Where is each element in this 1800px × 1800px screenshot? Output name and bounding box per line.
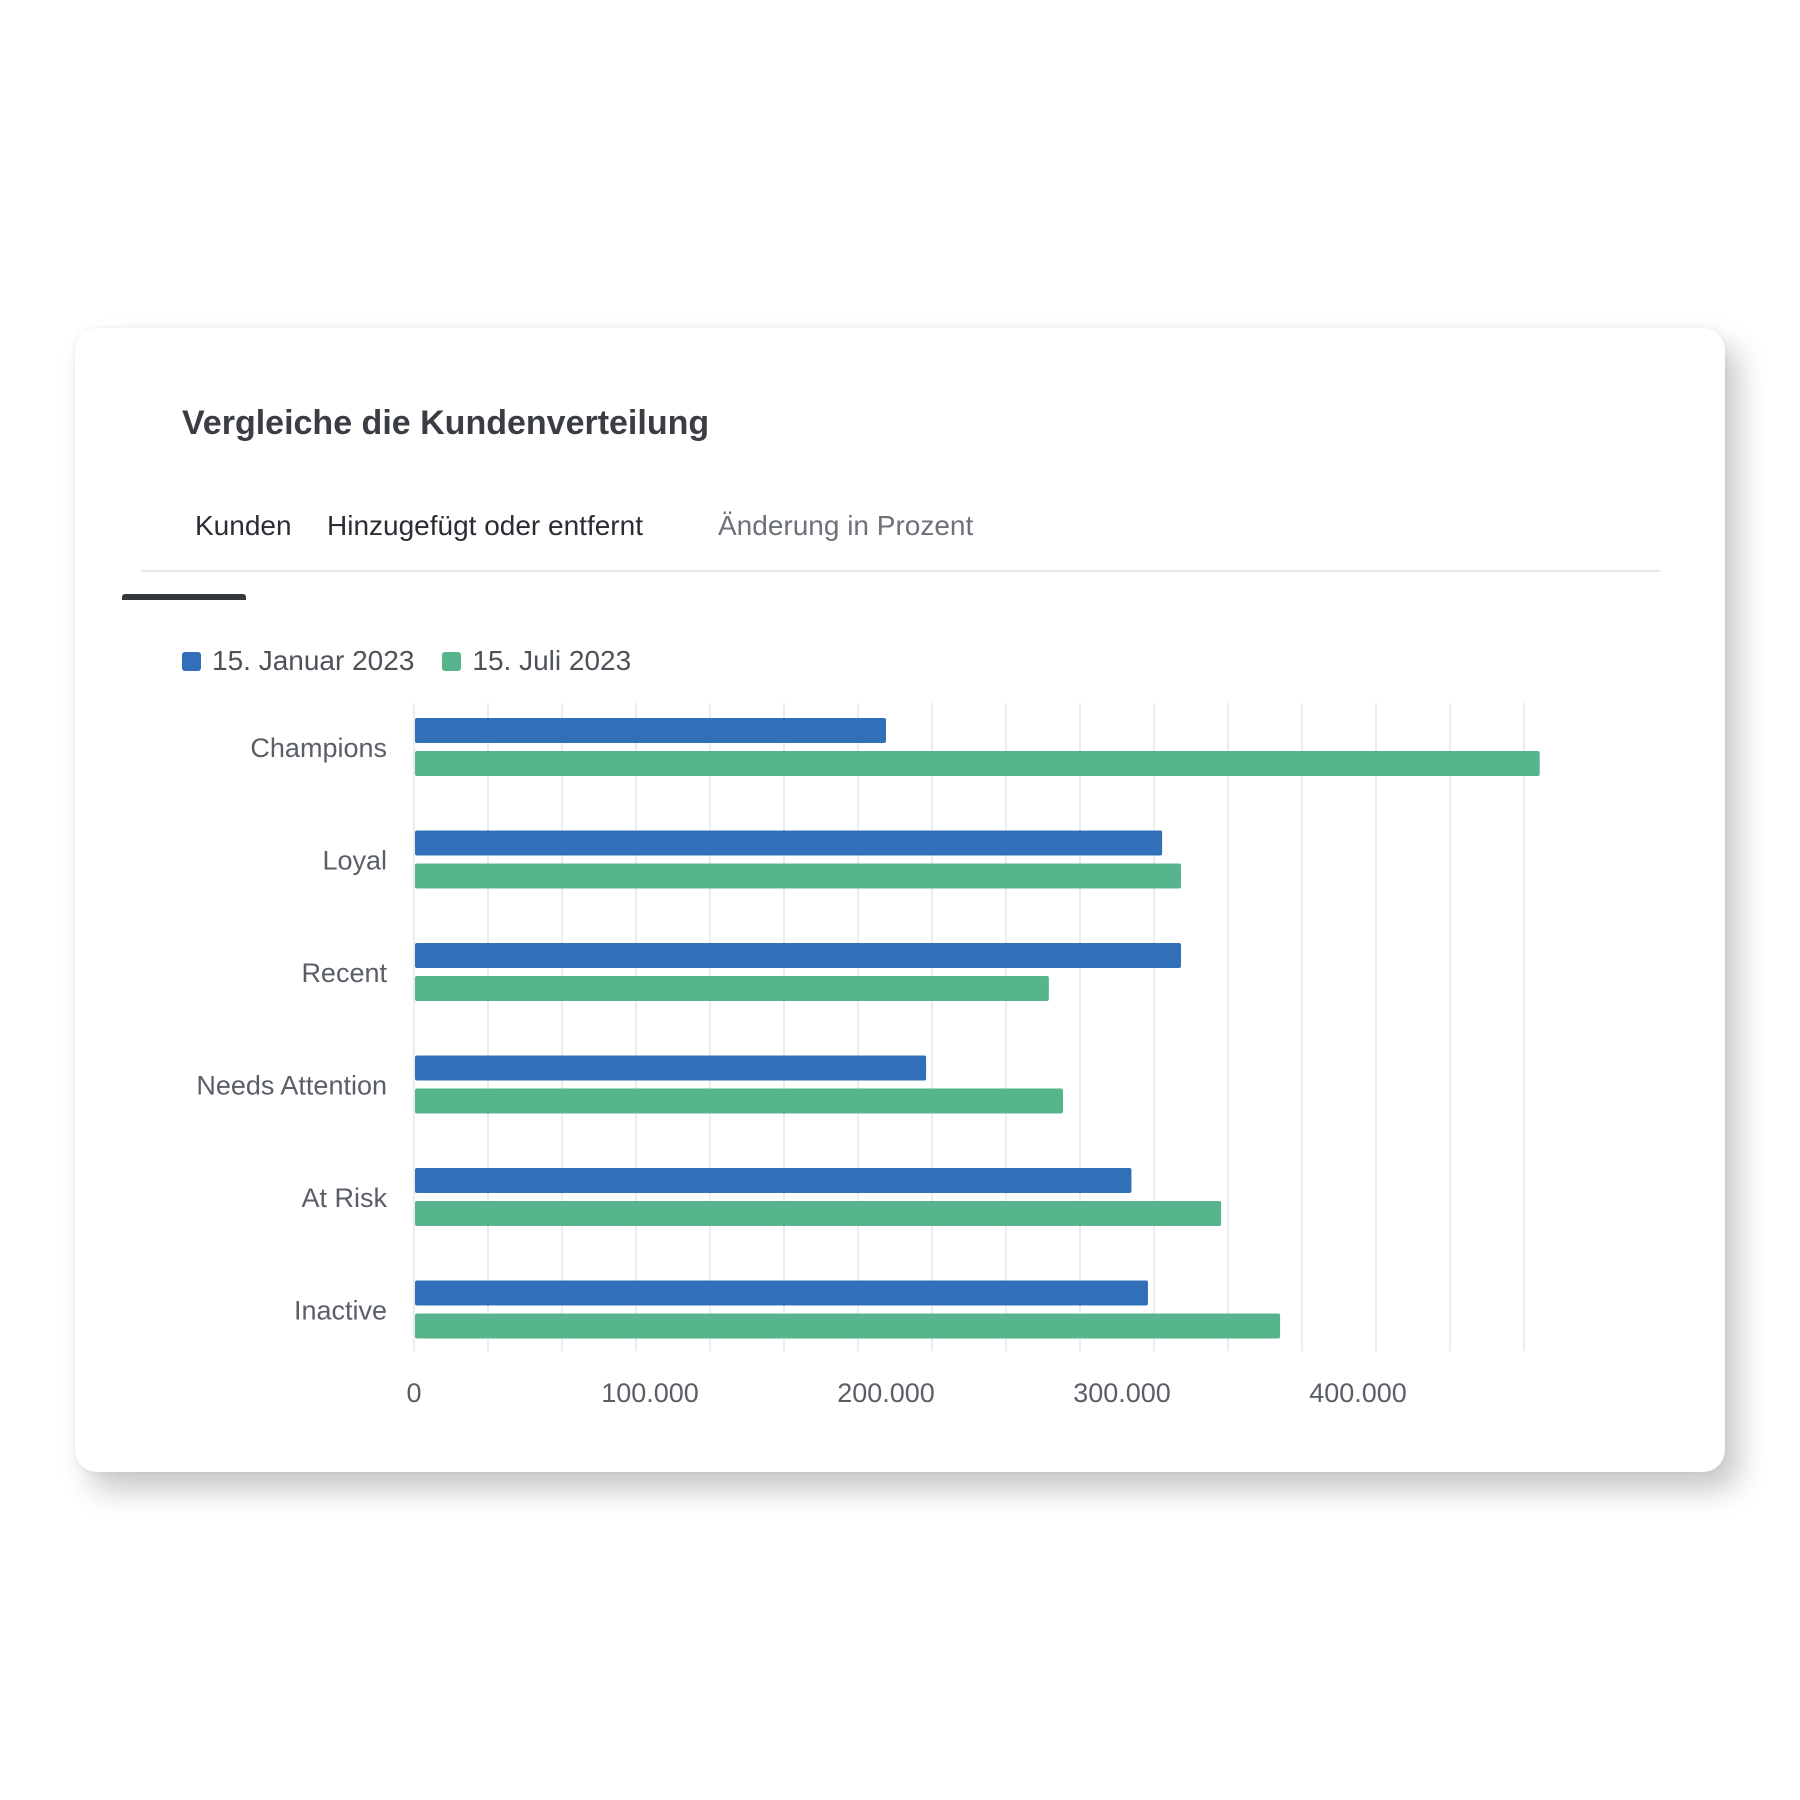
category-label: At Risk [301,1183,387,1213]
bar-series-2 [415,976,1049,1001]
card-title: Vergleiche die Kundenverteilung [182,404,710,442]
bar-series-1 [415,1055,927,1081]
bar-series-1 [415,943,1181,968]
bar-series-2 [415,1088,1063,1114]
x-tick-label: 0 [406,1378,421,1408]
category-label: Champions [250,733,387,763]
bar-series-2 [415,863,1181,889]
bar-series-1 [415,830,1163,856]
category-label: Loyal [322,846,387,876]
tab-kunden[interactable]: Kunden [195,510,292,541]
bar-series-2 [415,1201,1222,1226]
bar-series-1 [415,1280,1148,1306]
bar-series-2 [415,751,1540,776]
tab-hinzugefuegt-oder-entfernt[interactable]: Hinzugefügt oder entfernt [327,510,643,541]
legend-swatch-series-1 [182,651,201,671]
chart-legend: 15. Januar 2023 15. Juli 2023 [182,644,659,678]
legend-item-series-2: 15. Juli 2023 [442,645,631,677]
legend-item-series-1: 15. Januar 2023 [182,645,414,677]
bar-series-1 [415,1168,1132,1193]
bar-series-1 [415,718,886,743]
bar-chart: Champions Loyal Recent Needs Attention At Ri… [196,703,1540,1408]
tab-bar: Kunden Hinzugefügt oder entfernt Änderun… [141,500,1660,572]
tab-aenderung-in-prozent[interactable]: Änderung in Prozent [718,510,974,541]
chart-card: Vergleiche die Kundenverteilung Kunden H… [75,328,1725,1472]
active-tab-indicator [122,594,246,600]
legend-swatch-series-2 [442,651,462,671]
category-label: Recent [301,958,387,988]
category-label: Needs Attention [196,1071,387,1101]
x-tick-label: 400.000 [1309,1378,1407,1408]
bar-series-2 [415,1313,1281,1339]
legend-label-series-1: 15. Januar 2023 [212,645,415,676]
x-tick-label: 200.000 [837,1378,935,1408]
x-tick-label: 100.000 [601,1378,699,1408]
x-tick-label: 300.000 [1073,1378,1171,1408]
category-label: Inactive [294,1296,387,1326]
legend-label-series-2: 15. Juli 2023 [472,645,632,676]
